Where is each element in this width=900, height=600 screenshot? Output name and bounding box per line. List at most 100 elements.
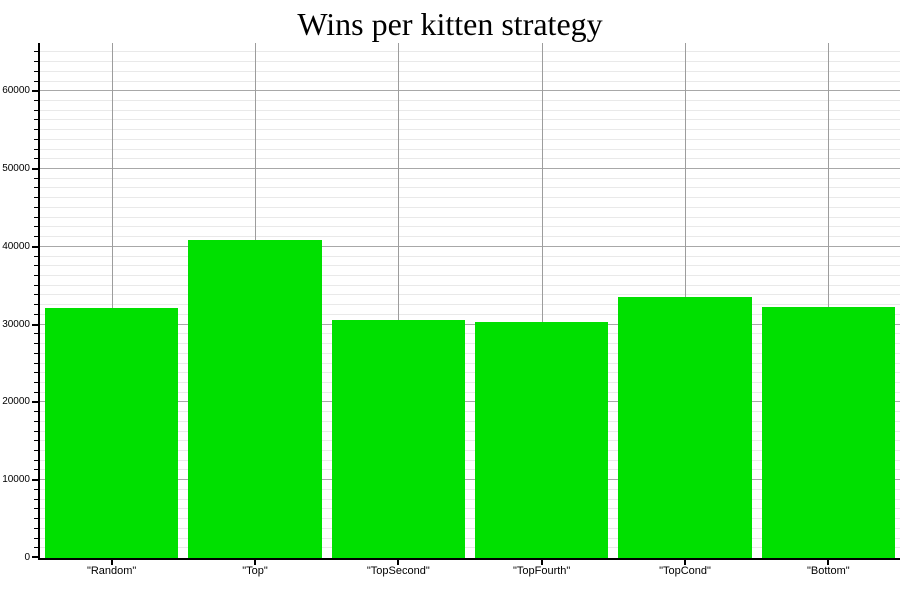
minor-gridline	[40, 488, 900, 490]
y-axis-minor-tick	[34, 284, 38, 286]
minor-gridline	[40, 206, 900, 208]
bar-random	[45, 308, 179, 558]
minor-gridline	[40, 411, 900, 413]
vertical-gridline	[111, 43, 113, 558]
minor-gridline	[40, 216, 900, 218]
minor-gridline	[40, 459, 900, 461]
y-tick-label: 60000	[2, 85, 30, 97]
minor-gridline	[40, 518, 900, 520]
y-axis-minor-tick	[34, 430, 38, 432]
y-axis-minor-tick	[34, 275, 38, 276]
y-axis-minor-tick	[34, 70, 38, 72]
x-axis-tick	[684, 560, 686, 565]
bar-top	[188, 239, 322, 558]
major-gridline	[40, 323, 900, 325]
minor-gridline	[40, 527, 900, 529]
y-axis-minor-tick	[34, 372, 38, 374]
bar-topcond	[618, 297, 752, 558]
minor-gridline	[40, 255, 900, 257]
x-tick-label: "TopFourth"	[512, 565, 571, 577]
bar-topsecond	[331, 319, 465, 558]
y-axis-minor-tick	[34, 255, 38, 257]
bar-topfourth	[475, 321, 609, 558]
minor-gridline	[40, 197, 900, 199]
y-axis-minor-tick	[34, 313, 38, 315]
x-axis-tick	[540, 560, 543, 565]
y-axis-minor-tick	[34, 547, 38, 549]
minor-gridline	[40, 119, 900, 121]
x-tick-label: "Top"	[242, 565, 268, 577]
y-axis-minor-tick	[34, 187, 38, 189]
minor-gridline	[40, 109, 900, 111]
y-axis-minor-tick	[34, 109, 38, 111]
y-axis-minor-tick	[34, 226, 38, 228]
y-axis-minor-tick	[34, 352, 38, 354]
major-gridline	[40, 245, 900, 247]
y-axis-minor-tick	[34, 206, 38, 208]
y-axis-minor-tick	[34, 197, 38, 199]
y-axis-minor-tick	[34, 148, 38, 150]
y-axis-minor-tick	[34, 61, 38, 63]
y-tick-label: 40000	[2, 240, 30, 252]
minor-gridline	[40, 275, 900, 276]
y-axis-minor-tick	[34, 294, 38, 296]
y-axis-minor-tick	[34, 265, 38, 267]
plot-area: 0 10000 20000 30000 40000 50000 60000 "Random" "…	[2, 43, 900, 577]
y-axis-major-tick	[32, 556, 38, 558]
y-axis-minor-tick	[34, 498, 38, 500]
y-axis-minor-tick	[34, 99, 38, 101]
y-axis-minor-tick	[34, 440, 38, 442]
x-tick-label: "TopSecond"	[366, 565, 430, 577]
x-tick-label: "Random"	[86, 565, 137, 577]
bar-bottom	[761, 307, 895, 558]
minor-gridline	[40, 51, 900, 53]
x-axis-tick	[110, 560, 113, 565]
y-axis-minor-tick	[34, 518, 38, 520]
y-axis-minor-tick	[34, 459, 38, 461]
y-axis-minor-tick	[34, 488, 38, 490]
y-axis-major-tick	[32, 401, 38, 404]
y-axis-major-tick	[32, 323, 38, 326]
minor-gridline	[40, 70, 900, 72]
minor-gridline	[40, 333, 900, 335]
y-axis-minor-tick	[34, 469, 38, 471]
y-axis-minor-tick	[34, 508, 38, 510]
major-gridline	[40, 479, 900, 481]
major-gridline	[40, 168, 900, 170]
minor-gridline	[40, 265, 900, 267]
minor-gridline	[40, 61, 900, 63]
y-axis-minor-tick	[34, 391, 38, 393]
minor-gridline	[40, 236, 900, 238]
y-axis-minor-tick	[34, 381, 38, 383]
minor-gridline	[40, 469, 900, 471]
minor-gridline	[40, 284, 900, 286]
x-axis-tick	[254, 560, 256, 565]
minor-gridline	[40, 391, 900, 393]
minor-gridline	[40, 187, 900, 189]
minor-gridline	[40, 352, 900, 354]
minor-gridline	[40, 362, 900, 364]
chart-title: Wins per kitten strategy	[297, 6, 603, 42]
y-axis-minor-tick	[34, 119, 38, 121]
y-tick-label: 0	[24, 552, 30, 563]
y-axis-minor-tick	[34, 537, 38, 539]
major-gridline	[40, 90, 900, 92]
y-axis-minor-tick	[34, 129, 38, 131]
y-tick-label: 10000	[2, 474, 30, 486]
y-axis-minor-tick	[34, 177, 38, 179]
y-axis-minor-tick	[34, 450, 38, 452]
y-axis-minor-tick	[34, 138, 38, 140]
y-axis-major-tick	[32, 168, 38, 171]
minor-gridline	[40, 177, 900, 179]
y-axis-major-tick	[32, 90, 38, 93]
minor-gridline	[40, 537, 900, 539]
minor-gridline	[40, 148, 900, 150]
minor-gridline	[40, 294, 900, 296]
y-axis-minor-tick	[34, 527, 38, 529]
minor-gridline	[40, 158, 900, 160]
x-tick-label: "Bottom"	[806, 565, 850, 577]
minor-gridline	[40, 450, 900, 452]
minor-gridline	[40, 129, 900, 131]
major-gridline	[40, 401, 900, 403]
